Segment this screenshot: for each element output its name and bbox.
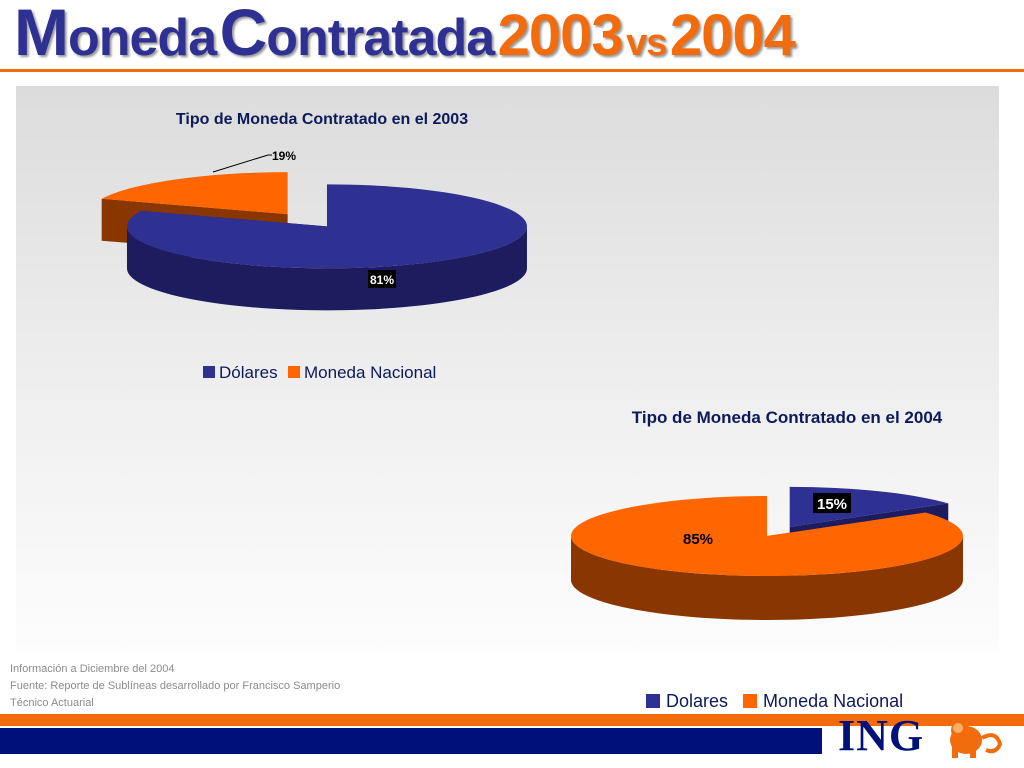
title-year-2004: 2004	[669, 3, 796, 68]
slide-title: Moneda Contratada 2003 vs 2004	[14, 0, 796, 69]
data-label-moneda-nacional-1: 19%	[272, 149, 296, 163]
legend-item-moneda-nacional-2004: Moneda Nacional	[743, 691, 903, 712]
data-label-d-lares-1: 81%	[370, 273, 394, 287]
ing-logo: ING	[836, 708, 1016, 764]
data-label-dolares-2: 15%	[817, 496, 847, 513]
pie-slice-moneda-nacional-1	[101, 172, 288, 215]
pie-slice-moneda-nacional-2	[571, 496, 964, 577]
lion-icon	[950, 721, 1003, 758]
data-label-bg-d-lares-1	[368, 270, 396, 288]
legend-swatch-dolares-2004	[646, 694, 660, 708]
data-label-moneda-nacional-2: 85%	[683, 531, 713, 548]
footnote-date: Información a Diciembre del 2004	[10, 663, 175, 675]
legend-swatch-moneda-nacional-2004	[743, 694, 758, 708]
footnote-source: Fuente: Reporte de Sublíneas desarrollad…	[10, 680, 341, 692]
title-word-contratada: ontratada	[266, 9, 495, 67]
legend-label-dolares-2004: Dolares	[666, 691, 729, 711]
footer-orange-bar	[0, 714, 1024, 726]
footer-navy-bar	[0, 728, 822, 754]
footnote-department: Técnico Actuarial	[10, 697, 94, 709]
title-vs: vs	[626, 22, 667, 64]
legend-swatch-moneda-nacional-1	[288, 366, 300, 378]
legend-label-moneda-nacional-1: Moneda Nacional	[304, 363, 436, 382]
ing-logo-text: ING	[838, 711, 925, 760]
legend-2004: Dolares Moneda Nacional	[646, 691, 913, 712]
title-initial-c: C	[219, 0, 268, 69]
pie-side-moneda-nacional-2	[571, 536, 963, 620]
footnote: Información a Diciembre del 2004 Fuente:…	[10, 661, 340, 712]
title-word-moneda: oneda	[67, 9, 217, 67]
title-year-2003: 2003	[497, 3, 624, 68]
chart-title-2: Tipo de Moneda Contratado en el 2004	[632, 408, 943, 427]
legend-label-moneda-nacional-2004: Moneda Nacional	[763, 691, 904, 711]
pie-slice-d-lares-1	[126, 184, 527, 269]
data-label-bg-dolares-2	[813, 493, 851, 513]
legend-item-dolares-2004: Dolares	[646, 691, 728, 712]
chart-title-1: Tipo de Moneda Contratado en el 2003	[176, 111, 468, 128]
title-initial-m: M	[14, 0, 69, 69]
leader-line-moneda-nacional-1	[212, 154, 272, 173]
legend-swatch-d-lares-1	[203, 366, 215, 378]
legend-label-d-lares-1: Dólares	[219, 363, 278, 382]
title-underline	[0, 69, 1024, 72]
